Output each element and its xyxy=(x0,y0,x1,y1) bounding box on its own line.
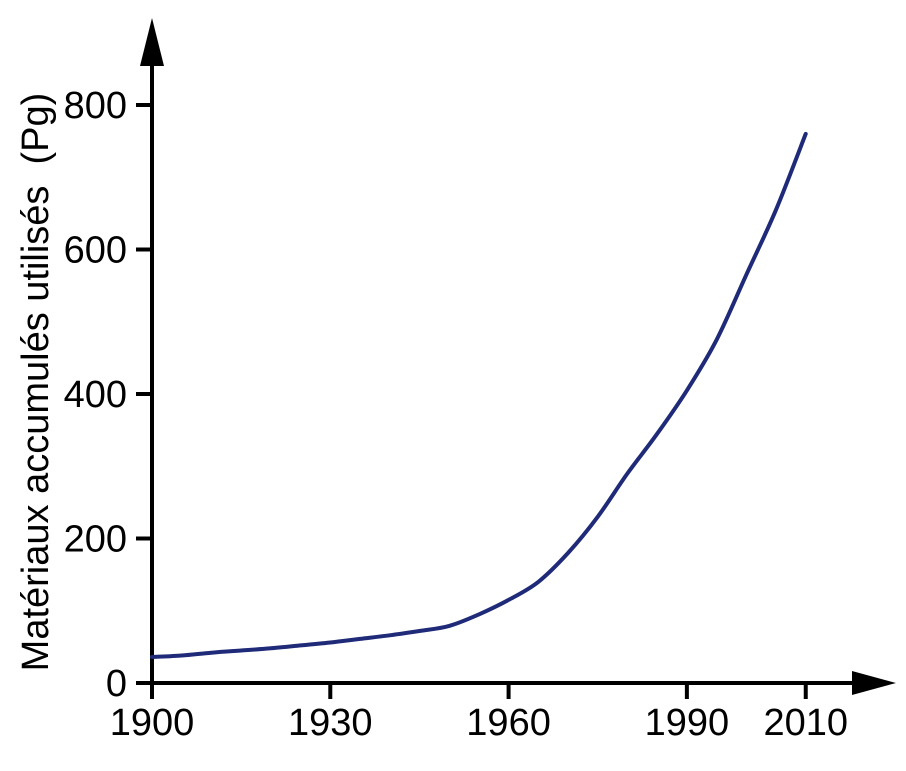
x-ticks: 1900 1930 1960 1990 2010 xyxy=(110,683,848,744)
y-axis-arrow xyxy=(140,18,164,66)
y-tick-label: 600 xyxy=(64,230,127,272)
y-tick-label: 200 xyxy=(64,519,127,561)
x-tick-label: 1990 xyxy=(645,702,730,744)
y-axis-title: Matériaux accumulés utilisés (Pg) xyxy=(15,93,57,672)
series-line xyxy=(150,131,808,659)
y-ticks: 0 200 400 600 800 xyxy=(64,85,152,705)
x-axis-arrow xyxy=(852,671,896,695)
y-tick-label: 800 xyxy=(64,85,127,127)
x-tick-label: 1900 xyxy=(110,702,195,744)
x-tick-label: 1930 xyxy=(288,702,373,744)
y-tick-label: 400 xyxy=(64,374,127,416)
x-tick-label: 1960 xyxy=(466,702,551,744)
x-tick-label: 2010 xyxy=(763,702,848,744)
y-tick-label: 0 xyxy=(106,663,127,705)
